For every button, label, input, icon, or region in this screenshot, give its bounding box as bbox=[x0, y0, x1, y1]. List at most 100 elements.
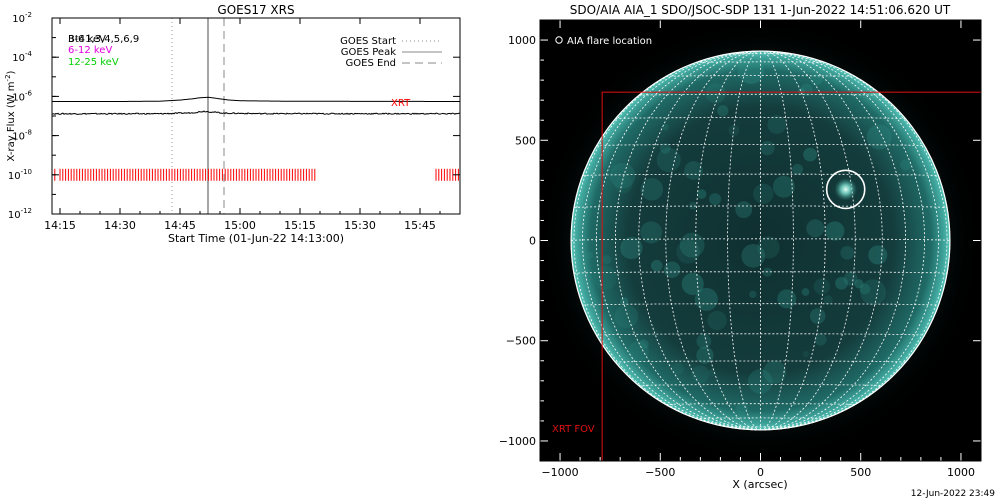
goes-y-axis-label: X-ray Flux (W m-2) bbox=[4, 70, 17, 161]
aia-x-axis-label: X (arcsec) bbox=[732, 478, 787, 491]
solar-feature-blob bbox=[676, 240, 700, 264]
goes-x-tick-label: 14:45 bbox=[164, 219, 196, 232]
aia-chart-title: SDO/AIA AIA_1 SDO/JSOC-SDP 131 1-Jun-202… bbox=[570, 3, 951, 17]
solar-feature-blob bbox=[585, 251, 594, 259]
grid-longitude-line bbox=[760, 50, 939, 431]
goes-legend-label: GOES End bbox=[346, 58, 396, 69]
grid-longitude-line bbox=[614, 50, 761, 431]
solar-feature-blob bbox=[681, 272, 704, 296]
solar-feature-blob bbox=[763, 360, 787, 384]
goes-x-tick-label: 14:15 bbox=[44, 219, 76, 232]
solar-feature-blob bbox=[672, 362, 685, 375]
aia-x-tick-label: −1000 bbox=[541, 466, 578, 479]
goes-series-line-short bbox=[52, 110, 460, 115]
solar-feature-blob bbox=[802, 350, 810, 358]
goes-x-tick-label: 15:30 bbox=[344, 219, 376, 232]
goes-plot-frame bbox=[51, 17, 461, 215]
energy-band-label: 6-12 keV bbox=[68, 45, 112, 56]
grid-longitude-line bbox=[727, 50, 761, 431]
grid-longitude-line bbox=[760, 50, 856, 431]
goes-x-tick-label: 15:15 bbox=[284, 219, 316, 232]
goes-chart-title: GOES17 XRS bbox=[217, 3, 294, 17]
grid-longitude-line bbox=[665, 50, 761, 431]
solar-feature-blob bbox=[823, 295, 833, 305]
solar-feature-blob bbox=[627, 341, 649, 363]
flare-legend-symbol bbox=[555, 36, 563, 44]
solar-feature-blob bbox=[620, 236, 643, 260]
solar-feature-blob bbox=[843, 271, 858, 286]
solar-feature-blob bbox=[741, 244, 766, 268]
solar-feature-blob bbox=[688, 201, 697, 210]
solar-feature-blob bbox=[696, 346, 714, 364]
solar-feature-blob bbox=[735, 201, 753, 219]
grid-latitude-line bbox=[570, 238, 951, 241]
solar-feature-blob bbox=[614, 175, 633, 194]
solar-feature-blob bbox=[809, 308, 826, 324]
goes-y-tick-label: 10-4 bbox=[12, 50, 32, 64]
aia-x-tick-label: 1000 bbox=[947, 466, 975, 479]
solar-feature-blob bbox=[694, 287, 718, 311]
grid-latitude-line bbox=[573, 205, 948, 208]
solar-feature-blob bbox=[728, 124, 740, 136]
solar-feature-blob bbox=[825, 221, 845, 241]
aia-x-tick-label: 0 bbox=[757, 466, 764, 479]
goes-xrs-chart: GOES17 XRS XRT 14:15 14:30 14:45 15:00 15:15… bbox=[4, 3, 461, 245]
aia-x-tick-label: −500 bbox=[645, 466, 675, 479]
solar-feature-blob bbox=[813, 278, 831, 295]
solar-feature-blob bbox=[767, 115, 787, 134]
flare-legend-label: AIA flare location bbox=[567, 36, 652, 47]
grid-latitude-line bbox=[665, 403, 856, 405]
grid-longitude-line bbox=[760, 50, 926, 431]
grid-latitude-line bbox=[665, 75, 856, 77]
aia-y-tick-label: 500 bbox=[515, 134, 536, 147]
solar-feature-blob bbox=[707, 310, 727, 331]
solar-feature-blob bbox=[800, 83, 813, 97]
solar-feature-blob bbox=[840, 245, 855, 260]
energy-band-label: 12-25 keV bbox=[68, 57, 119, 68]
grid-longitude-line bbox=[582, 50, 761, 431]
solar-feature-blob bbox=[650, 259, 663, 272]
grid-latitude-line bbox=[582, 173, 939, 177]
goes-legend-label: GOES Peak bbox=[341, 47, 396, 58]
solar-feature-blob bbox=[860, 279, 887, 306]
solar-feature-blob bbox=[803, 147, 818, 162]
goes-y-tick-label: 10-12 bbox=[8, 207, 32, 221]
grid-longitude-line bbox=[760, 50, 907, 431]
grid-longitude-line bbox=[760, 50, 826, 431]
solar-feature-blob bbox=[801, 288, 810, 296]
solar-feature-blob bbox=[593, 265, 618, 290]
aia-y-tick-label: −1000 bbox=[499, 435, 536, 448]
xrt-fov-label: XRT FOV bbox=[552, 424, 595, 435]
flare-bright-kernel bbox=[834, 177, 858, 201]
aia-x-tick-label: 500 bbox=[850, 466, 871, 479]
solar-feature-blob bbox=[661, 123, 669, 131]
solar-feature-blob bbox=[859, 283, 871, 295]
solar-feature-blob bbox=[868, 245, 888, 265]
grid-longitude-line bbox=[760, 50, 794, 431]
solar-feature-blob bbox=[691, 365, 710, 384]
goes-x-axis-label: Start Time (01-Jun-22 14:13:00) bbox=[168, 232, 344, 245]
goes-legend-label: GOES Start bbox=[340, 36, 396, 47]
solar-feature-blob bbox=[656, 147, 681, 173]
solar-feature-blob bbox=[854, 279, 864, 289]
energy-band-label: Bt41,3,4,5,6,9 bbox=[68, 34, 139, 45]
grid-latitude-line bbox=[638, 93, 883, 96]
solar-feature-blob bbox=[640, 178, 664, 201]
solar-feature-blob bbox=[709, 193, 722, 206]
solar-feature-blob bbox=[614, 304, 639, 329]
solar-feature-blob bbox=[609, 163, 636, 189]
solar-feature-blob bbox=[679, 232, 705, 258]
solar-feature-blob bbox=[640, 221, 663, 244]
grid-longitude-line bbox=[760, 50, 883, 431]
solar-feature-blob bbox=[696, 189, 707, 199]
aia-solar-image: SDO/AIA AIA_1 SDO/JSOC-SDP 131 1-Jun-202… bbox=[499, 3, 982, 491]
grid-longitude-line bbox=[695, 50, 761, 431]
aia-y-tick-label: 1000 bbox=[508, 34, 536, 47]
solar-feature-blob bbox=[753, 183, 774, 205]
goes-x-tick-label: 15:00 bbox=[224, 219, 256, 232]
solar-feature-blob bbox=[777, 289, 797, 309]
solar-feature-blob bbox=[806, 219, 825, 238]
